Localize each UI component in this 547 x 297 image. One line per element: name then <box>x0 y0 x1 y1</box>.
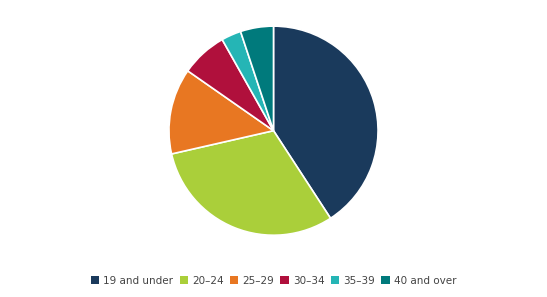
Wedge shape <box>241 26 274 131</box>
Wedge shape <box>169 71 274 154</box>
Wedge shape <box>172 131 330 235</box>
Wedge shape <box>222 31 274 131</box>
Wedge shape <box>188 40 274 131</box>
Wedge shape <box>274 26 378 218</box>
Legend: 19 and under, 20–24, 25–29, 30–34, 35–39, 40 and over: 19 and under, 20–24, 25–29, 30–34, 35–39… <box>86 272 461 290</box>
